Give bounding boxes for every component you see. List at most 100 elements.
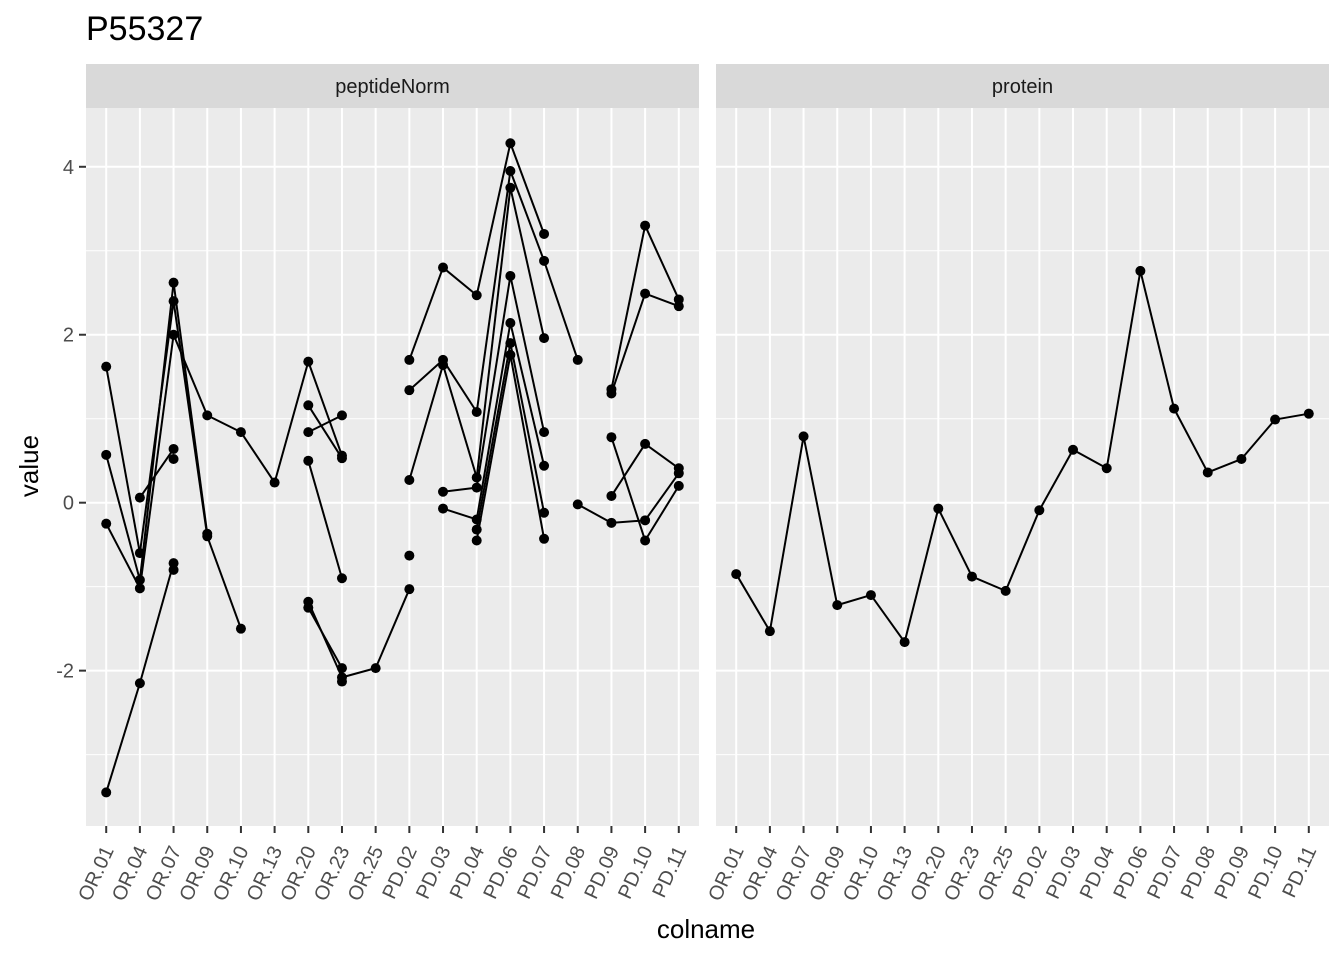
series-line-segment — [509, 187, 546, 339]
data-point — [673, 301, 684, 312]
data-point — [336, 676, 347, 687]
series-line-segment — [374, 588, 411, 669]
x-axis-title: colname — [657, 914, 755, 944]
data-point — [640, 220, 651, 231]
data-point — [404, 550, 415, 561]
series-21 — [606, 432, 684, 546]
series-line-segment — [1240, 418, 1276, 460]
series-10 — [404, 138, 550, 365]
series-line-segment — [341, 667, 376, 679]
data-point — [269, 477, 280, 488]
data-point — [505, 317, 516, 328]
data-point — [539, 255, 550, 266]
series-line-segment — [442, 486, 477, 493]
series-line-segment — [138, 282, 175, 581]
data-point — [168, 564, 179, 575]
series-17 — [471, 349, 550, 546]
data-point — [1068, 444, 1079, 455]
series-line-segment — [543, 260, 579, 361]
series-line-segment — [1274, 412, 1309, 421]
data-point — [673, 463, 684, 474]
series-0 — [731, 265, 1314, 648]
series-line-segment — [509, 170, 546, 262]
data-point — [438, 486, 449, 497]
series-line-segment — [509, 322, 546, 466]
series-line-segment — [408, 364, 444, 481]
data-point — [606, 432, 617, 443]
series-14 — [438, 270, 550, 497]
data-point — [673, 480, 684, 491]
data-point — [505, 349, 516, 360]
series-line-segment — [206, 414, 242, 434]
series-line-segment — [206, 535, 242, 629]
data-point — [832, 600, 843, 611]
data-point — [572, 499, 583, 510]
data-point — [235, 623, 246, 634]
data-point — [899, 637, 910, 648]
data-point — [101, 787, 112, 798]
series-line-segment — [475, 170, 512, 413]
data-point — [505, 182, 516, 193]
data-point — [539, 507, 550, 518]
y-tick-label: -2 — [56, 661, 74, 683]
series-6 — [168, 455, 347, 584]
data-point — [1169, 403, 1180, 414]
y-tick-label: 2 — [63, 325, 74, 347]
data-point — [764, 626, 775, 637]
series-line-segment — [644, 443, 680, 470]
data-point — [303, 356, 314, 367]
data-point — [471, 290, 482, 301]
facet-strip-label: protein — [992, 76, 1053, 98]
data-point — [101, 361, 112, 372]
panel-background — [86, 108, 699, 826]
series-line-segment — [475, 342, 512, 530]
data-point — [1000, 585, 1011, 596]
series-line-segment — [105, 366, 141, 554]
panel-background — [716, 108, 1329, 826]
data-point — [336, 410, 347, 421]
series-line-segment — [442, 266, 478, 297]
data-point — [370, 663, 381, 674]
data-point — [539, 460, 550, 471]
series-line-segment — [836, 594, 872, 607]
series-line-segment — [768, 436, 805, 632]
series-line-segment — [408, 359, 444, 391]
series-2 — [101, 277, 213, 585]
data-point — [1236, 454, 1247, 465]
series-22 — [606, 438, 684, 501]
series-line-segment — [1139, 270, 1176, 409]
series-line-segment — [903, 508, 940, 643]
data-point — [572, 354, 583, 365]
series-9 — [336, 676, 347, 687]
series-line-segment — [105, 523, 141, 589]
data-point — [134, 583, 145, 594]
series-line-segment — [509, 142, 546, 235]
series-line-segment — [442, 507, 478, 521]
data-point — [404, 354, 415, 365]
data-point — [606, 388, 617, 399]
data-point — [1202, 467, 1213, 478]
series-0 — [101, 558, 179, 798]
data-point — [336, 663, 347, 674]
data-point — [1101, 463, 1112, 474]
data-point — [471, 472, 482, 483]
data-point — [640, 438, 651, 449]
data-point — [303, 427, 314, 438]
facet-panel-protein: proteinOR.01OR.04OR.07OR.09OR.10OR.13OR.… — [704, 64, 1329, 905]
data-point — [1135, 265, 1146, 276]
series-line-segment — [475, 187, 512, 478]
data-point — [134, 678, 145, 689]
series-line-segment — [937, 508, 973, 578]
series-line-segment — [802, 436, 839, 606]
series-line-segment — [1072, 448, 1108, 470]
data-point — [404, 584, 415, 595]
series-line-segment — [475, 354, 512, 541]
series-line-segment — [307, 414, 343, 434]
data-point — [134, 492, 145, 503]
series-line-segment — [307, 607, 343, 669]
facet-panel-peptideNorm: peptideNormOR.01OR.04OR.07OR.09OR.10OR.1… — [56, 64, 699, 905]
series-line-segment — [307, 361, 343, 457]
data-point — [168, 443, 179, 454]
data-point — [471, 406, 482, 417]
data-point — [303, 400, 314, 411]
